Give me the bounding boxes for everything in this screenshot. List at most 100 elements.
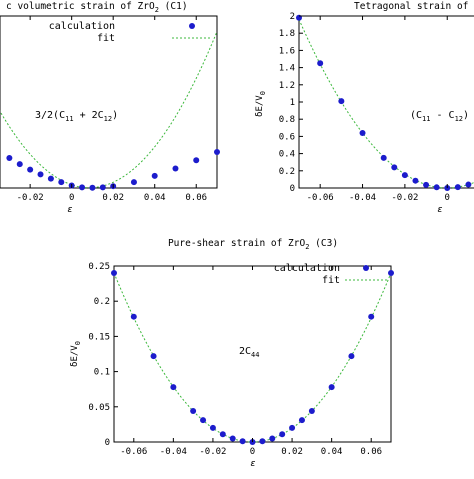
- panel-tetragonal-xticks: -0.06 -0.04 -0.02 0: [307, 16, 450, 203]
- panel-volumetric-point-13: [172, 165, 179, 172]
- panel-tetragonal-xtick-label-3: 0: [445, 193, 450, 203]
- panel-volumetric-legend-calc-label: calculation: [49, 21, 115, 32]
- panel-shear-point-19: [368, 313, 375, 320]
- panel-tetragonal-xtick-label-2: -0.02: [391, 193, 418, 203]
- panel-tetragonal-fit-group: [298, 19, 474, 189]
- panel-volumetric-point-11: [130, 179, 137, 186]
- panel-shear-legend-calc-marker: [363, 265, 369, 271]
- panel-shear-ylabel: δE/V0: [70, 341, 82, 367]
- panel-shear-point-7: [219, 431, 226, 438]
- panel-shear-xtick-label-5: 0.04: [321, 447, 343, 457]
- panel-shear-point-15: [298, 417, 305, 424]
- panel-tetragonal-point-8: [423, 181, 430, 188]
- panel-shear-annotation: 2C44: [239, 346, 259, 359]
- panel-shear-point-6: [209, 424, 216, 431]
- panel-tetragonal-annotation: (C11 - C12): [410, 110, 469, 123]
- panel-tetragonal-ytick-label-1: 0.2: [279, 167, 295, 177]
- panel-shear-point-16: [308, 408, 315, 415]
- panel-tetragonal-yticks: 0 0.2 0.4 0.6 0.8 1 1.2 1.4 1.6 1.8 2: [279, 12, 303, 194]
- panel-volumetric-point-7: [79, 184, 86, 191]
- panel-shear-ytick-label-1: 0.05: [88, 403, 110, 413]
- panel-volumetric-point-15: [214, 148, 220, 155]
- panel-shear-point-17: [328, 384, 335, 391]
- panel-tetragonal-point-9: [433, 184, 440, 191]
- panel-volumetric-frame: [0, 15, 218, 189]
- panel-tetragonal-ytick-label-6: 1.2: [279, 81, 295, 91]
- panel-shear-title: Pure-shear strain of ZrO2 (C3): [168, 238, 338, 251]
- panel-tetragonal-xtick-label-0: -0.06: [307, 193, 334, 203]
- panel-tetragonal-ytick-label-9: 1.8: [279, 29, 295, 39]
- panel-tetragonal-ytick-label-2: 0.4: [279, 150, 295, 160]
- panel-volumetric-title: c volumetric strain of ZrO2 (C1): [6, 1, 188, 14]
- panel-volumetric-point-14: [193, 157, 200, 164]
- panel-tetragonal-xtick-label-1: -0.04: [349, 193, 376, 203]
- panel-volumetric-xtick-label-2: 0.02: [102, 193, 124, 203]
- panel-shear-point-5: [200, 417, 207, 424]
- panel-shear-xlabel: ε: [250, 459, 255, 469]
- panel-shear-legend-fit-label: fit: [322, 275, 340, 286]
- panel-tetragonal-point-4: [380, 154, 387, 161]
- panel-shear-points-group: [111, 270, 394, 445]
- panel-volumetric-point-9: [99, 184, 106, 191]
- panel-volumetric-xtick-label-0: -0.02: [17, 193, 44, 203]
- panel-shear-point-9: [239, 438, 246, 445]
- panel-shear-point-0: [111, 270, 117, 277]
- panel-shear-ytick-label-0: 0: [105, 438, 110, 448]
- panel-volumetric-xtick-label-4: 0.06: [185, 193, 207, 203]
- panel-shear-point-1: [130, 313, 137, 320]
- panel-volumetric-point-0: [6, 154, 13, 161]
- panel-shear-point-20: [388, 270, 394, 277]
- panel-tetragonal-ytick-label-0: 0: [290, 184, 295, 194]
- panel-shear-ytick-label-3: 0.15: [88, 332, 110, 342]
- panel-volumetric-xlabel: ε: [67, 205, 72, 215]
- panel-tetragonal-point-11: [454, 184, 461, 191]
- panel-shear-point-18: [348, 353, 355, 360]
- panel-tetragonal-point-5: [391, 164, 398, 171]
- panel-tetragonal-ytick-label-5: 1: [290, 98, 295, 108]
- panel-tetragonal-ytick-label-7: 1.4: [279, 64, 295, 74]
- panel-tetragonal-fit-line: [298, 19, 474, 189]
- panel-tetragonal-ytick-label-4: 0.8: [279, 115, 295, 125]
- panel-shear-xtick-label-0: -0.06: [120, 447, 147, 457]
- panel-volumetric-xtick-label-3: 0.04: [144, 193, 166, 203]
- panel-shear-ytick-label-2: 0.1: [94, 368, 110, 378]
- panel-shear-point-14: [289, 424, 296, 431]
- panel-shear-xtick-label-2: -0.02: [199, 447, 226, 457]
- panel-volumetric-xtick-label-1: 0: [69, 193, 74, 203]
- panel-shear-legend-calc-label: calculation: [274, 263, 340, 274]
- panel-shear-xtick-label-3: 0: [250, 447, 255, 457]
- panel-shear-point-11: [259, 438, 266, 445]
- panel-tetragonal-ytick-label-3: 0.6: [279, 132, 295, 142]
- panel-tetragonal: Tetragonal strain of -0.06 -0.04 -0.02 0 00…: [255, 1, 474, 215]
- panel-tetragonal-point-2: [338, 98, 345, 105]
- panel-tetragonal-title: Tetragonal strain of: [354, 1, 468, 12]
- panel-tetragonal-point-1: [317, 60, 324, 67]
- panel-tetragonal-frame: [298, 15, 474, 189]
- panel-shear-yticks: 0 0.05 0.1 0.15 0.2 0.25: [88, 262, 118, 448]
- panel-tetragonal-points-group: [296, 14, 472, 191]
- panel-volumetric-point-1: [16, 161, 23, 168]
- panel-tetragonal-point-3: [359, 129, 366, 136]
- panel-shear-point-12: [269, 435, 276, 442]
- panel-tetragonal-point-12: [465, 181, 472, 188]
- panel-tetragonal-ytick-label-8: 1.6: [279, 46, 295, 56]
- panel-volumetric-point-8: [89, 184, 96, 191]
- panel-shear-xtick-label-1: -0.04: [160, 447, 187, 457]
- panel-shear-point-8: [229, 435, 236, 442]
- panel-volumetric-fit-group: [0, 31, 218, 189]
- panel-shear-point-3: [170, 384, 177, 391]
- panel-volumetric-point-12: [151, 172, 158, 179]
- panel-shear-point-4: [190, 408, 197, 415]
- panel-shear-point-2: [150, 353, 157, 360]
- panel-volumetric-fit-line: [0, 31, 218, 189]
- panel-shear-ytick-label-4: 0.2: [94, 297, 110, 307]
- panel-tetragonal-point-6: [401, 172, 408, 179]
- panel-volumetric-legend-calc-marker: [189, 23, 195, 29]
- panel-tetragonal-point-7: [412, 177, 419, 184]
- panel-tetragonal-ytick-label-10: 2: [290, 12, 295, 22]
- panel-volumetric-point-4: [47, 175, 54, 182]
- panel-shear-xticks: -0.06 -0.04 -0.02 0 0.02 0.04 0.06: [120, 266, 382, 457]
- panel-shear: Pure-shear strain of ZrO2 (C3) -0.06 -0.0…: [70, 238, 394, 469]
- panel-volumetric: c volumetric strain of ZrO2 (C1) -0.02 0 0…: [0, 1, 220, 215]
